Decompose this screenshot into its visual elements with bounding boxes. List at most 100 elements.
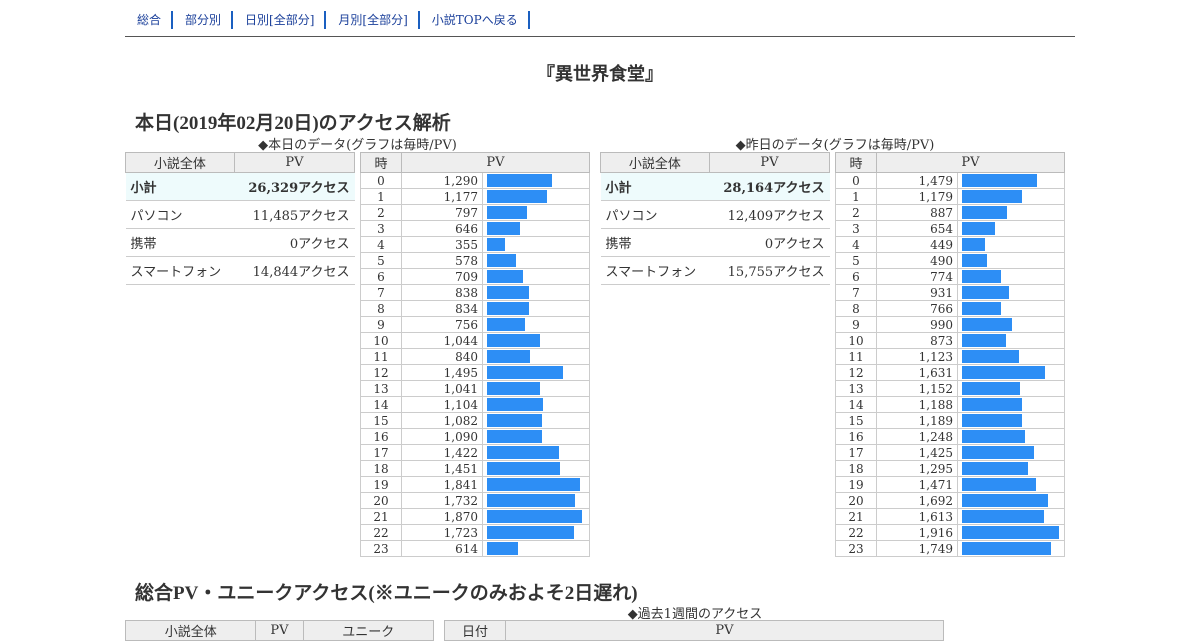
bar-cell [957,444,1065,461]
summary-row-subtotal: 小計 26,329アクセス [125,172,355,201]
pv-cell: 578 [401,252,483,269]
bar-cell [957,252,1065,269]
pv-cell: 1,841 [401,476,483,493]
hour-cell: 22 [360,524,402,541]
hourly-row: 18 1,295 [835,460,1065,477]
pv-cell: 1,451 [401,460,483,477]
pv-bar [487,350,530,363]
summary-label: スマートフォン [125,256,235,285]
hour-cell: 23 [360,540,402,557]
hour-cell: 6 [835,268,877,285]
summary-row-pc: パソコン 12,409アクセス [600,200,830,229]
hourly-row: 1 1,179 [835,188,1065,205]
page-title: 『異世界食堂』 [537,64,663,85]
hour-cell: 14 [835,396,877,413]
hour-cell: 9 [835,316,877,333]
pv-bar [962,542,1051,555]
summary-value: 15,755アクセス [709,256,830,285]
hour-cell: 10 [360,332,402,349]
pv-cell: 1,082 [401,412,483,429]
hourly-row: 8 834 [360,300,590,317]
hourly-row: 3 646 [360,220,590,237]
yesterday-hourly-table: 時 PV 0 1,479 1 1,179 2 887 3 654 4 449 5 490 6 774 7 93… [835,152,1065,557]
pv-cell: 709 [401,268,483,285]
bar-cell [957,380,1065,397]
nav-by-part[interactable]: 部分別 [173,11,234,29]
pv-bar [962,222,995,235]
hour-cell: 7 [360,284,402,301]
nav-monthly[interactable]: 月別[全部分] [326,11,420,29]
pv-bar [962,334,1006,347]
pv-cell: 1,723 [401,524,483,541]
pv-bar [487,238,505,251]
pv-bar [962,254,987,267]
pv-cell: 887 [876,204,958,221]
pv-cell: 931 [876,284,958,301]
bar-cell [482,412,590,429]
pv-cell: 1,732 [401,492,483,509]
hour-cell: 2 [360,204,402,221]
today-hourly-table: 時 PV 0 1,290 1 1,177 2 797 3 646 4 355 5 578 6 709 7 83… [360,152,590,557]
bar-cell [957,284,1065,301]
hour-cell: 15 [835,412,877,429]
hourly-row: 20 1,692 [835,492,1065,509]
bar-cell [482,524,590,541]
hour-cell: 18 [360,460,402,477]
summary-label: 携帯 [600,228,710,257]
pv-bar [487,286,529,299]
summary-label: 小計 [125,172,235,201]
pv-cell: 834 [401,300,483,317]
hour-cell: 1 [835,188,877,205]
hour-cell: 4 [835,236,877,253]
pv-bar [962,478,1036,491]
pv-cell: 1,425 [876,444,958,461]
pv-bar [487,382,540,395]
pv-cell: 1,916 [876,524,958,541]
pv-cell: 1,479 [876,172,958,189]
hour-cell: 4 [360,236,402,253]
summary-label: 小計 [600,172,710,201]
pv-cell: 1,044 [401,332,483,349]
hour-cell: 11 [835,348,877,365]
pv-bar [962,302,1001,315]
bar-cell [957,172,1065,189]
bar-cell [482,188,590,205]
pv-bar [487,334,540,347]
week-caption: ◆過去1週間のアクセス [627,607,763,622]
hour-cell: 20 [360,492,402,509]
nav-daily[interactable]: 日別[全部分] [233,11,327,29]
bar-cell [482,332,590,349]
pv-cell: 756 [401,316,483,333]
nav-overall[interactable]: 総合 [125,11,174,29]
pv-bar [487,366,563,379]
bar-cell [482,300,590,317]
nav-back-to-novel[interactable]: 小説TOPへ戻る [420,11,530,29]
hourly-row: 15 1,189 [835,412,1065,429]
bar-cell [957,348,1065,365]
pv-bar [487,430,542,443]
hourly-row: 17 1,425 [835,444,1065,461]
hour-cell: 11 [360,348,402,365]
pv-bar [962,494,1048,507]
hourly-row: 22 1,723 [360,524,590,541]
hourly-row: 2 887 [835,204,1065,221]
pv-cell: 1,290 [401,172,483,189]
bar-cell [482,316,590,333]
pv-bar [962,462,1028,475]
summary-label: スマートフォン [600,256,710,285]
pv-bar [962,190,1022,203]
bar-cell [482,364,590,381]
week-table: 日付 PV [444,620,944,641]
hourly-row: 1 1,177 [360,188,590,205]
today-caption: ◆本日のデータ(グラフは毎時/PV) [258,138,457,153]
hour-cell: 20 [835,492,877,509]
hour-cell: 22 [835,524,877,541]
nav-bar: 総合 部分別 日別[全部分] 月別[全部分] 小説TOPへ戻る [125,11,1075,37]
hourly-row: 4 449 [835,236,1065,253]
pv-cell: 840 [401,348,483,365]
pv-cell: 1,613 [876,508,958,525]
pv-bar [962,382,1020,395]
hourly-row: 10 873 [835,332,1065,349]
hour-cell: 13 [835,380,877,397]
bar-cell [957,428,1065,445]
